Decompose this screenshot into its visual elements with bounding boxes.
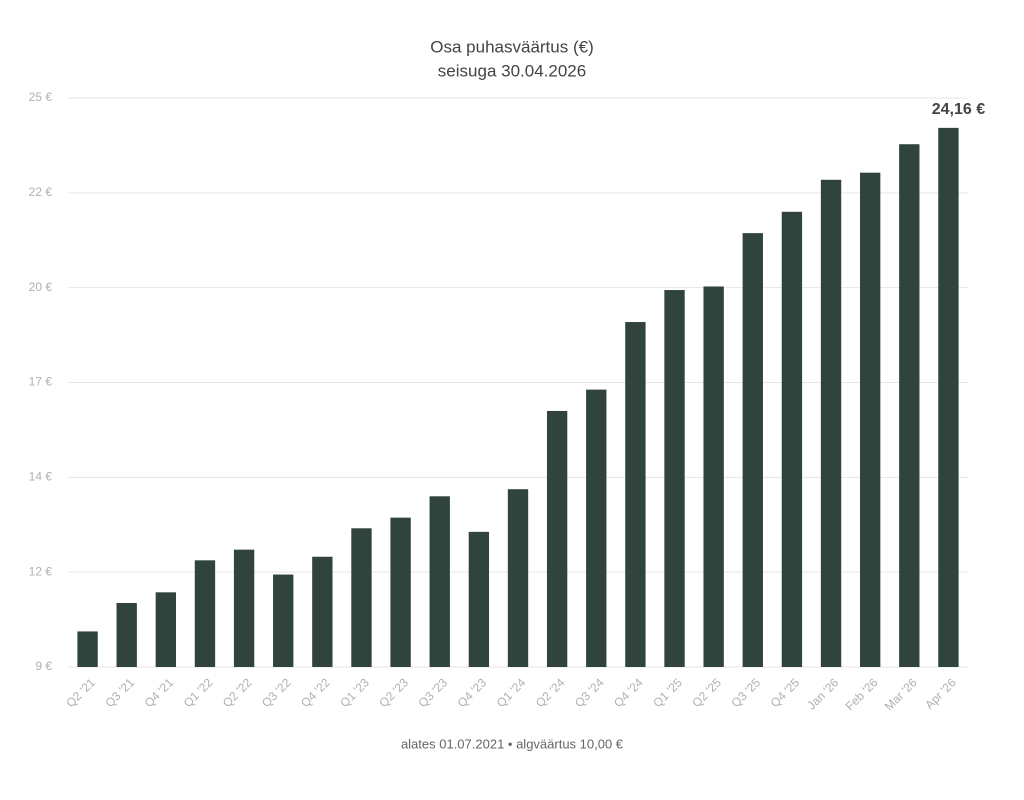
bar: [233, 549, 255, 667]
y-tick-label: 25 €: [29, 90, 53, 104]
bar: [390, 517, 411, 667]
x-tick-label: Apr '26: [922, 675, 959, 712]
bar: [273, 574, 294, 667]
x-tick-label: Q2 '23: [376, 675, 411, 710]
chart-subtitle: seisuga 30.04.2026: [438, 61, 586, 80]
x-tick-label: Q1 '24: [494, 675, 529, 710]
bar: [781, 211, 803, 668]
x-tick-label: Q3 '23: [415, 675, 450, 710]
bar: [586, 389, 607, 667]
bar: [312, 556, 333, 667]
x-tick-label: Q2 '25: [689, 675, 724, 710]
bar: [625, 322, 646, 667]
x-tick-label: Q3 '25: [729, 675, 764, 710]
x-tick-label: Q1 '25: [650, 675, 685, 710]
bar: [77, 631, 98, 667]
x-tick-label: Feb '26: [843, 675, 881, 713]
bar: [116, 602, 137, 667]
bar: [742, 233, 763, 667]
x-tick-label: Q4 '25: [768, 675, 803, 710]
bar: [703, 286, 724, 667]
y-tick-label: 14 €: [29, 470, 53, 484]
bar: [155, 592, 176, 667]
bar: [820, 179, 842, 667]
x-tick-label: Q2 '24: [533, 675, 568, 710]
x-tick-label: Mar '26: [882, 675, 920, 713]
bar: [860, 172, 881, 667]
x-tick-label: Q4 '23: [455, 675, 490, 710]
x-tick-label: Q4 '22: [298, 675, 333, 710]
x-tick-label: Q2 '21: [63, 675, 98, 710]
x-tick-label: Q4 '21: [142, 675, 177, 710]
bar: [546, 410, 568, 667]
x-tick-label: Q1 '23: [337, 675, 372, 710]
bar: [664, 290, 685, 667]
y-tick-label: 17 €: [29, 375, 53, 389]
x-tick-label: Q3 '22: [259, 675, 294, 710]
y-tick-label: 12 €: [29, 564, 53, 578]
y-tick-label: 9 €: [35, 659, 52, 673]
bar: [194, 560, 216, 667]
x-tick-label: Q3 '24: [572, 675, 607, 710]
bar: [938, 127, 959, 667]
bar: [507, 489, 529, 667]
x-tick-label: Q4 '24: [611, 675, 646, 710]
bar: [899, 144, 920, 667]
footnote: alates 01.07.2021 • algväärtus 10,00 €: [401, 736, 624, 751]
x-tick-label: Q2 '22: [220, 675, 255, 710]
x-tick-label: Q3 '21: [102, 675, 137, 710]
y-tick-label: 22 €: [29, 185, 53, 199]
x-tick-label: Jan '26: [804, 675, 841, 712]
value-label: 24,16 €: [932, 101, 985, 118]
y-tick-label: 20 €: [29, 280, 53, 294]
chart-title: Osa puhasväärtus (€): [430, 37, 593, 56]
bar: [351, 528, 372, 667]
x-tick-label: Q1 '22: [181, 675, 216, 710]
bar: [429, 496, 450, 667]
bar: [468, 531, 490, 667]
